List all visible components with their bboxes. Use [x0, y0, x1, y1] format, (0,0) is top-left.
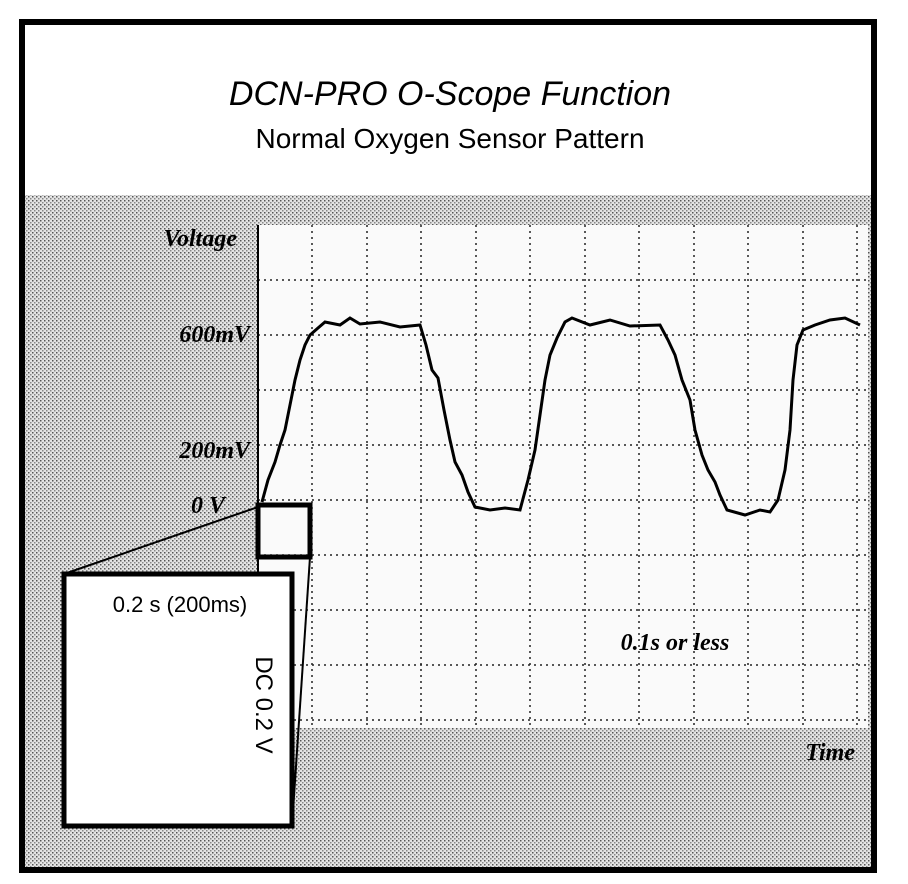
subtitle: Normal Oxygen Sensor Pattern	[255, 123, 644, 154]
zoom-time: 0.2 s (200ms)	[113, 592, 248, 617]
plot-area	[258, 225, 868, 728]
zoom-box	[61, 571, 295, 829]
y-label: 0 V	[191, 493, 227, 519]
waveform	[260, 316, 861, 517]
y-label: 200mV	[178, 438, 252, 464]
annotation: 0.1s or less	[621, 630, 730, 656]
zoom-volts: DC 0.2 V	[250, 656, 277, 753]
title: DCN-PRO O-Scope Function	[229, 75, 671, 113]
y-axis-label: Voltage	[164, 226, 238, 252]
zoom-source	[255, 502, 313, 560]
y-label: 600mV	[179, 322, 252, 348]
x-axis-label: Time	[805, 740, 855, 766]
zoom-line	[63, 506, 259, 575]
zoom-line	[291, 556, 311, 827]
title-panel	[25, 25, 871, 195]
